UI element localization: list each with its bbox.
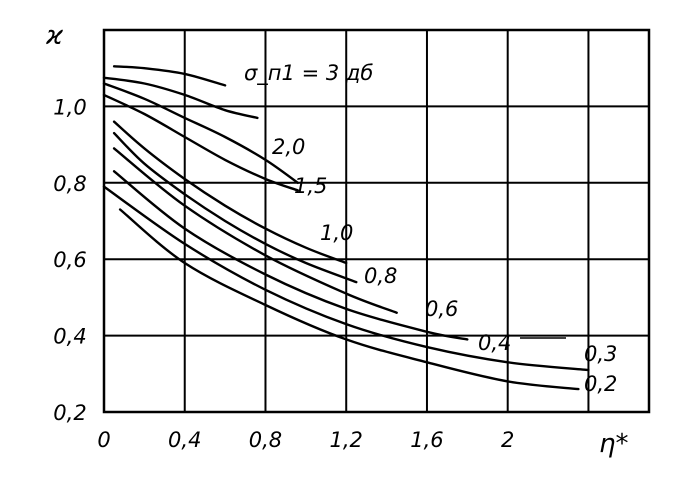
tick-labels: 0 0,4 0,8 1,2 1,6 2 0,2 0,4 0,6 0,8 1,0 bbox=[53, 95, 514, 452]
chart-grid bbox=[104, 30, 649, 412]
series-line-2 bbox=[102, 76, 259, 120]
chart-series-lines bbox=[102, 65, 590, 391]
y-tick-label: 0,4 bbox=[53, 325, 86, 349]
series-label: 2,0 bbox=[272, 135, 305, 159]
series-line-9 bbox=[102, 185, 590, 372]
series-line-5 bbox=[112, 120, 348, 265]
series-label: 1,0 bbox=[320, 221, 353, 245]
series-label: 1,5 bbox=[294, 174, 327, 198]
plot-frame bbox=[102, 28, 651, 414]
series-label: 0,3 bbox=[584, 342, 617, 366]
y-tick-label: 0,6 bbox=[53, 248, 86, 272]
x-axis-title: η* bbox=[599, 429, 628, 459]
x-tick-label: 1,6 bbox=[410, 428, 443, 452]
x-tick-label: 2 bbox=[501, 428, 514, 452]
series-label-sigma: σ_п1 = 3 дб bbox=[244, 61, 373, 86]
series-label: 0,6 bbox=[425, 297, 458, 321]
series-line-6 bbox=[112, 131, 358, 284]
series-line-7 bbox=[112, 147, 398, 314]
series-line-10 bbox=[118, 208, 580, 391]
x-tick-label: 1,2 bbox=[330, 428, 363, 452]
series-line-4 bbox=[102, 93, 299, 192]
series-line-3 bbox=[102, 82, 299, 184]
series-label: 0,4 bbox=[478, 331, 511, 355]
y-tick-label: 0,2 bbox=[53, 401, 86, 425]
series-labels: σ_п1 = 3 дб 2,0 1,5 1,0 0,8 0,6 0,4 0,3 0,2 bbox=[244, 61, 617, 396]
label-leader-lines bbox=[262, 182, 566, 339]
x-tick-label: 0,8 bbox=[249, 428, 282, 452]
x-tick-label: 0,4 bbox=[168, 428, 201, 452]
series-label: 0,2 bbox=[584, 372, 617, 396]
series-label: 0,8 bbox=[364, 264, 397, 288]
series-line-8 bbox=[112, 170, 469, 341]
y-axis-title: ϰ bbox=[45, 21, 64, 51]
y-tick-label: 0,8 bbox=[53, 172, 86, 196]
y-tick-label: 1,0 bbox=[53, 95, 86, 119]
x-tick-label: 0 bbox=[97, 428, 110, 452]
series-line-1 bbox=[112, 65, 227, 87]
